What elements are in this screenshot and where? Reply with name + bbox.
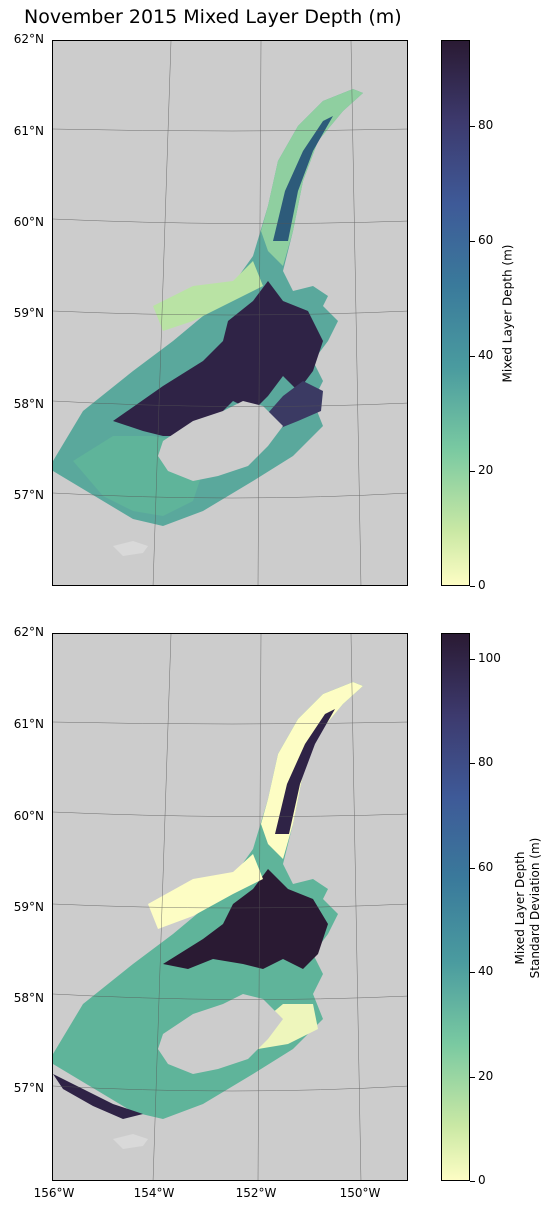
colorbar-tick-label: 40 <box>478 964 494 979</box>
graticule-lon-150 <box>350 634 362 1180</box>
colorbar-tick <box>470 471 475 473</box>
lat-label: 62°N <box>13 32 44 46</box>
lat-label: 60°N <box>13 809 44 823</box>
island-small <box>113 541 148 556</box>
colorbar-bottom-label: Mixed Layer Depth Standard Deviation (m) <box>513 818 543 998</box>
lon-label: 152°W <box>235 1186 277 1200</box>
colorbar-tick-label: 60 <box>478 233 494 248</box>
graticule-lat-57 <box>53 1085 407 1092</box>
lat-label: 59°N <box>13 900 44 914</box>
colorbar-tick <box>470 241 475 243</box>
colorbar-tick <box>470 586 475 587</box>
shallow-east <box>253 1004 318 1049</box>
colorbar-tick-label: 60 <box>478 859 494 874</box>
map-panel-bottom <box>52 633 408 1181</box>
colorbar-tick-label: 80 <box>478 118 494 133</box>
graticule-lat-60 <box>53 218 407 224</box>
lat-label: 57°N <box>13 488 44 502</box>
lat-label: 58°N <box>13 991 44 1005</box>
lat-label: 57°N <box>13 1081 44 1095</box>
channel-north <box>275 709 335 834</box>
deep-channel <box>113 281 323 436</box>
map-top-svg <box>53 41 407 585</box>
graticule-lat-59 <box>53 903 407 909</box>
colorbar-top <box>441 40 470 586</box>
map-panel-top <box>52 40 408 586</box>
colorbar-tick <box>470 659 475 661</box>
figure-title: November 2015 Mixed Layer Depth (m) <box>24 6 402 28</box>
colorbar-tick <box>470 1076 475 1078</box>
lat-label: 60°N <box>13 215 44 229</box>
shallow-west <box>153 261 263 331</box>
island-small <box>113 1134 148 1149</box>
colorbar-tick <box>470 972 475 974</box>
graticule-lon-154 <box>152 41 172 585</box>
lon-label: 154°W <box>133 1186 175 1200</box>
colorbar-bottom <box>441 633 470 1181</box>
graticule-lat-59 <box>53 310 407 316</box>
colorbar-tick-label: 40 <box>478 348 494 363</box>
kodiak-island <box>158 401 283 481</box>
graticule-lat-61 <box>53 721 407 725</box>
lat-label: 61°N <box>13 717 44 731</box>
lat-label: 59°N <box>13 306 44 320</box>
colorbar-bottom-label-line2: Standard Deviation (m) <box>528 837 542 979</box>
graticule-lat-57 <box>53 492 407 499</box>
graticule-lon-150 <box>350 41 362 585</box>
graticule-lat-61 <box>53 128 407 132</box>
lon-label: 150°W <box>339 1186 381 1200</box>
colorbar-tick <box>470 1181 475 1182</box>
lat-label: 61°N <box>13 124 44 138</box>
lat-label: 58°N <box>13 397 44 411</box>
colorbar-tick-label: 20 <box>478 1068 494 1083</box>
colorbar-tick-label: 20 <box>478 463 494 478</box>
graticule-lon-152 <box>257 41 262 585</box>
channel-north <box>273 116 333 241</box>
lon-label: 156°W <box>33 1186 75 1200</box>
colorbar-tick <box>470 763 475 765</box>
shallow-west <box>148 854 263 929</box>
colorbar-tick-label: 0 <box>478 578 486 592</box>
graticule-lat-60 <box>53 811 407 817</box>
colorbar-tick <box>470 126 475 128</box>
kodiak-island <box>158 994 283 1074</box>
graticule-lat-58 <box>53 400 407 407</box>
colorbar-tick <box>470 867 475 869</box>
colorbar-top-label: Mixed Layer Depth (m) <box>500 244 515 383</box>
deep-channel <box>163 869 328 969</box>
graticule-lon-152 <box>257 634 262 1180</box>
colorbar-tick-label: 0 <box>478 1173 486 1187</box>
lat-label: 62°N <box>13 625 44 639</box>
colorbar-bottom-label-line1: Mixed Layer Depth <box>513 851 527 965</box>
colorbar-tick-label: 80 <box>478 755 494 770</box>
east-deep <box>268 381 323 431</box>
colorbar-tick <box>470 356 475 358</box>
graticule-lon-154 <box>152 634 172 1180</box>
map-bottom-svg <box>53 634 407 1180</box>
colorbar-tick-label: 100 <box>478 651 501 666</box>
south-edge-deep <box>53 1074 143 1119</box>
graticule-lat-58 <box>53 993 407 1000</box>
